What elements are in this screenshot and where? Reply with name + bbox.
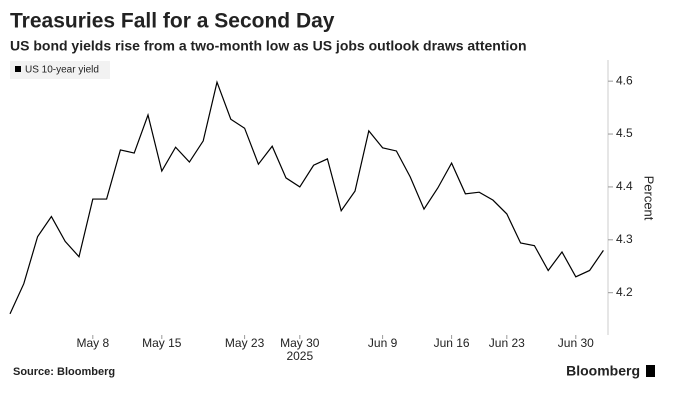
x-tick-label: May 15 bbox=[142, 336, 182, 350]
x-tick-label: Jun 16 bbox=[434, 336, 470, 350]
legend-label: US 10-year yield bbox=[25, 65, 99, 76]
y-tick-label: 4.2 bbox=[616, 285, 633, 299]
chart-subtitle: US bond yields rise from a two-month low… bbox=[10, 38, 527, 54]
y-tick-label: 4.5 bbox=[616, 126, 633, 140]
x-tick-label: May 30 bbox=[280, 336, 320, 350]
x-tick-label: May 23 bbox=[225, 336, 265, 350]
legend-box bbox=[10, 61, 110, 79]
chart-title: Treasuries Fall for a Second Day bbox=[10, 10, 335, 33]
legend-swatch bbox=[15, 66, 21, 72]
x-tick-label: Jun 30 bbox=[558, 336, 594, 350]
line bbox=[9, 80, 604, 315]
brand: Bloomberg bbox=[566, 363, 640, 379]
y-tick-label: 4.3 bbox=[616, 232, 633, 246]
x-year-label: 2025 bbox=[286, 349, 313, 363]
source: Source: Bloomberg bbox=[13, 366, 115, 378]
y-tick-label: 4.4 bbox=[616, 179, 633, 193]
brand-icon bbox=[646, 365, 655, 377]
x-tick-label: May 8 bbox=[76, 336, 109, 350]
y-tick-label: 4.6 bbox=[616, 73, 633, 87]
x-tick-label: Jun 23 bbox=[489, 336, 525, 350]
y-axis-label: Percent bbox=[642, 176, 657, 221]
x-tick-label: Jun 9 bbox=[368, 336, 398, 350]
